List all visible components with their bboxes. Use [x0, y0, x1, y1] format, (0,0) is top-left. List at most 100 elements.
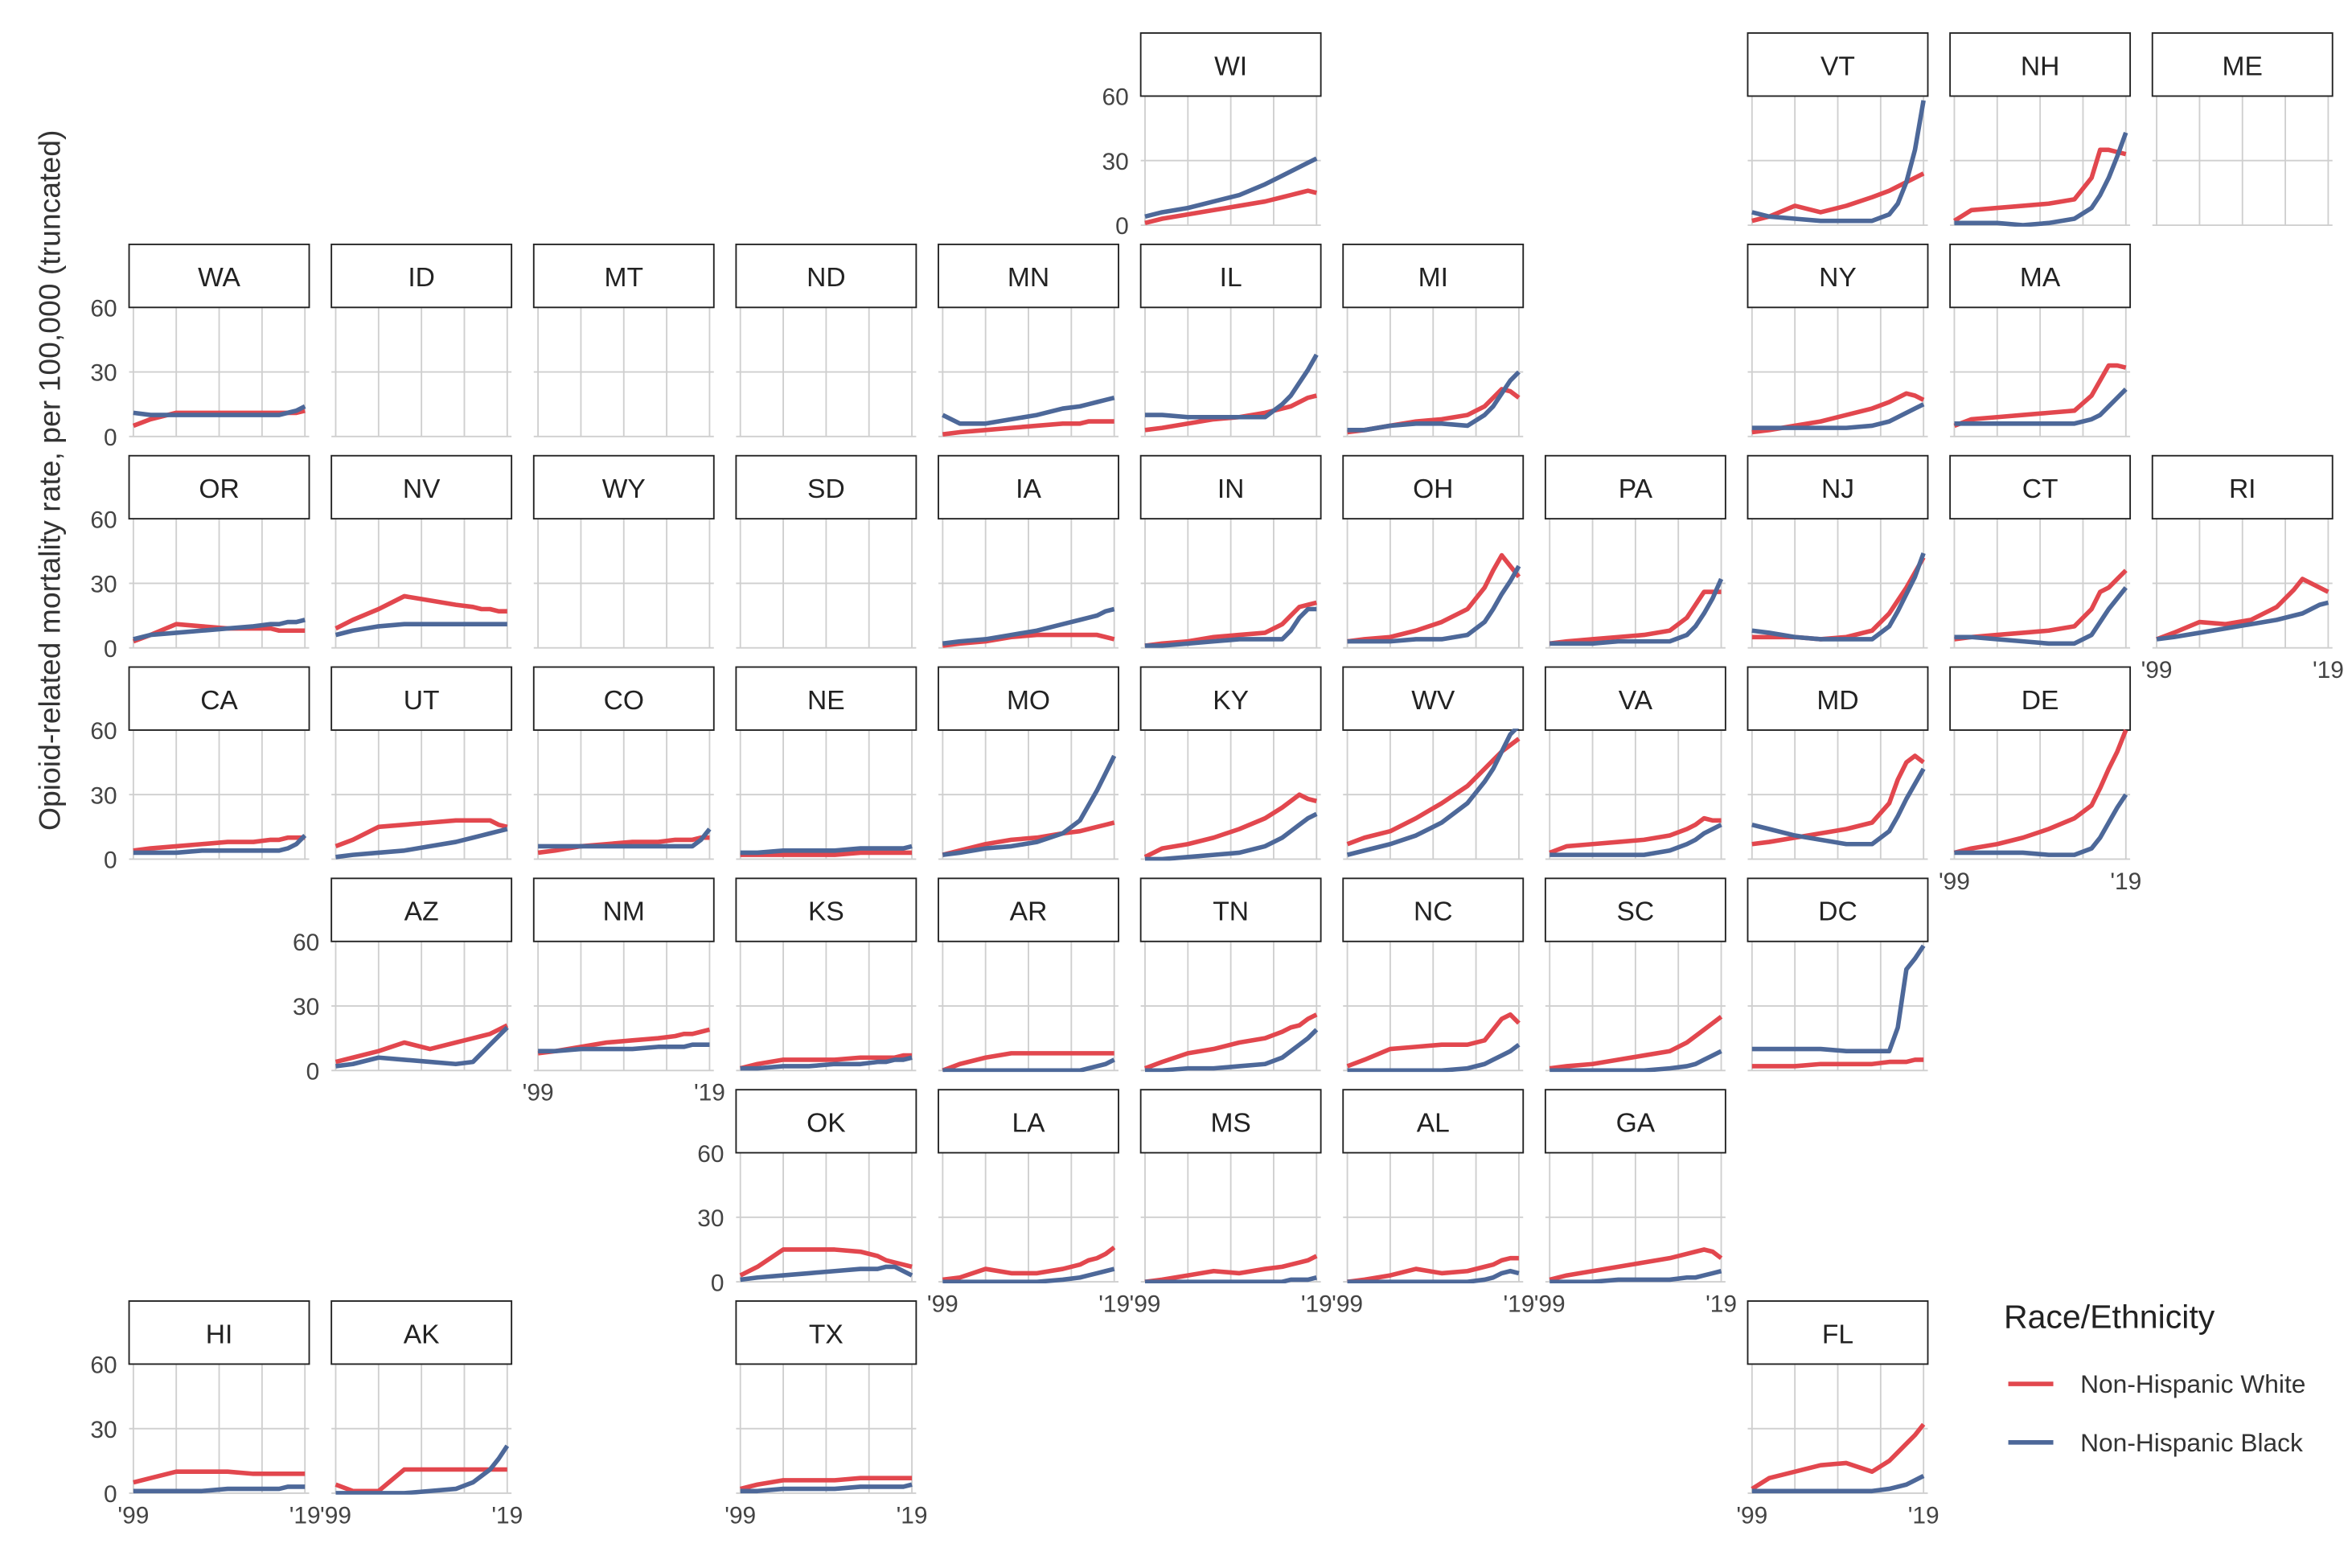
panel-header [128, 243, 310, 309]
panel: NY [1747, 243, 1929, 437]
panel: CT [1949, 454, 2132, 649]
series-line [1144, 1254, 1318, 1283]
y-tick-label: 0 [1115, 213, 1129, 240]
panel-header [1139, 32, 1322, 97]
y-tick-label: 0 [104, 636, 117, 663]
panel: 0 30 60 WI [1102, 32, 1322, 240]
series-line [1954, 793, 2128, 857]
panel: SC [1544, 877, 1726, 1073]
panel-header [1747, 454, 1929, 520]
panel: 0 30 60 AZ [293, 877, 513, 1085]
panel: NJ [1747, 454, 1929, 649]
panel-title: PA [1619, 474, 1653, 504]
panel: MI [1342, 243, 1525, 437]
panel: NE [735, 666, 917, 860]
panel: '99 '19 0 30 60 HI [90, 1300, 321, 1529]
series-line [740, 1264, 913, 1283]
y-tick-label: 0 [104, 425, 117, 451]
panel-header [1139, 877, 1322, 942]
panel: TN [1139, 877, 1322, 1073]
series-line [1954, 569, 2128, 642]
x-tick-label: '99 [1939, 868, 1970, 895]
panel: MN [938, 243, 1119, 437]
panel: 0 30 60 WA [90, 243, 310, 451]
series-line [1144, 393, 1317, 433]
panel-title: AZ [404, 897, 439, 927]
panel: AR [938, 877, 1119, 1073]
series-line [335, 1025, 509, 1069]
panel-title: GA [1616, 1108, 1656, 1138]
series-line [740, 1476, 913, 1492]
panel-header [532, 454, 715, 520]
panel-title: CO [604, 686, 644, 716]
series-line [1751, 753, 1925, 847]
x-tick-label: '99 [1332, 1291, 1363, 1317]
series-line [1952, 147, 2127, 224]
panel: MA [1949, 243, 2132, 437]
y-tick-label: 0 [104, 848, 117, 874]
panel: '99 '19 LA [927, 1089, 1130, 1317]
y-tick-label: 60 [90, 507, 117, 533]
x-tick-label: '19 [897, 1502, 928, 1529]
panel-header [938, 243, 1119, 309]
panel-header [2151, 32, 2334, 97]
panel: MT [532, 243, 715, 437]
series-line [942, 1051, 1114, 1073]
panel-header [2151, 454, 2334, 520]
series-line [1347, 564, 1521, 644]
panel-title: VA [1619, 686, 1653, 716]
y-tick-label: 30 [90, 572, 117, 598]
panel-header [938, 666, 1119, 731]
series-line [1144, 606, 1317, 648]
series-line [335, 818, 508, 849]
x-tick-label: '99 [523, 1080, 554, 1106]
series-line [1550, 1269, 1722, 1283]
panel-title: VT [1820, 51, 1855, 81]
panel-title: OH [1413, 474, 1453, 504]
series-line [942, 606, 1115, 646]
panel: '99 '19 AK [320, 1300, 523, 1529]
series-line [1144, 1275, 1317, 1283]
panel: DC [1747, 877, 1929, 1072]
series-line [1751, 1057, 1924, 1069]
panel-header [1949, 32, 2132, 97]
series-line [1751, 552, 1926, 642]
series-line [1143, 1012, 1318, 1071]
series-line [1550, 823, 1722, 857]
y-tick-label: 60 [1102, 84, 1128, 111]
series-line [1346, 1012, 1521, 1069]
legend-label: Non-Hispanic White [2080, 1369, 2305, 1398]
panel-title: WY [602, 474, 646, 504]
panel-header [1949, 666, 2132, 731]
series-line [1347, 1042, 1521, 1073]
y-tick-label: 60 [90, 1353, 117, 1379]
panel: '99 '19 AL [1332, 1089, 1534, 1317]
panel-title: NJ [1821, 474, 1854, 504]
x-tick-label: '99 [927, 1291, 958, 1317]
x-tick-label: '99 [320, 1502, 351, 1529]
series-line [1347, 1255, 1519, 1283]
series-line [942, 1266, 1115, 1283]
x-tick-label: '99 [724, 1502, 756, 1529]
series-line [1347, 1268, 1520, 1283]
x-tick-label: '19 [1098, 1291, 1130, 1317]
panel-header [330, 454, 513, 520]
panel-title: AR [1010, 897, 1048, 927]
panel-header [735, 243, 917, 309]
series-line [1953, 363, 2127, 429]
series-line [133, 404, 306, 417]
panel-header [1747, 1300, 1929, 1365]
panel: '99 '19 TX [724, 1300, 928, 1529]
x-tick-label: '19 [491, 1502, 523, 1529]
panel-title: ID [408, 263, 435, 293]
series-line [1751, 1474, 1925, 1494]
panel-title: KY [1213, 686, 1249, 716]
panel-header [330, 666, 513, 731]
panel-header [938, 1089, 1119, 1154]
y-tick-label: 0 [306, 1058, 320, 1085]
panel-header [735, 1089, 917, 1154]
panel-header [735, 877, 917, 942]
panel: 0 30 60 OR [90, 454, 310, 663]
y-tick-label: 30 [1102, 149, 1128, 175]
